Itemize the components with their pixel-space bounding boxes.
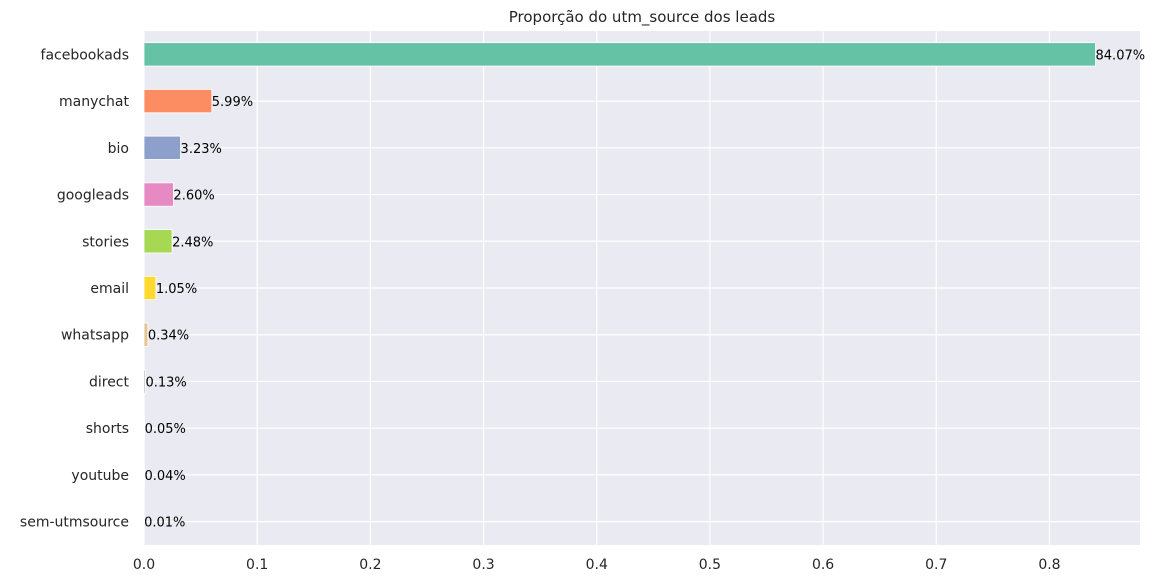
chart-title: Proporção do utm_source dos leads — [509, 8, 776, 27]
x-tick-label: 0.5 — [699, 557, 721, 573]
bar-data-label: 0.34% — [148, 329, 189, 344]
x-tick-label: 0.8 — [1038, 557, 1060, 573]
x-tick-label: 0.2 — [359, 557, 381, 573]
bar-data-label: 0.05% — [145, 422, 186, 437]
y-tick-label: email — [90, 281, 129, 297]
y-tick-label: stories — [82, 234, 129, 250]
bar — [144, 43, 1096, 66]
y-tick-label: whatsapp — [61, 328, 129, 344]
bar — [144, 89, 212, 112]
y-tick-label: googleads — [57, 188, 129, 204]
x-tick-label: 0.3 — [472, 557, 494, 573]
bar — [144, 136, 181, 159]
bar — [144, 276, 156, 299]
bar-data-label: 0.04% — [144, 469, 185, 484]
x-tick-label: 0.7 — [925, 557, 947, 573]
y-tick-label: youtube — [71, 468, 129, 484]
y-tick-label: shorts — [86, 421, 129, 437]
y-tick-labels: facebookads manychat bio googleads stories em… — [20, 47, 130, 530]
y-tick-label: bio — [108, 141, 129, 157]
x-tick-label: 0.0 — [133, 557, 155, 573]
x-tick-label: 0.6 — [812, 557, 834, 573]
bar-data-label: 5.99% — [212, 95, 253, 110]
bar-data-label: 1.05% — [156, 282, 197, 297]
bar-data-label: 0.13% — [145, 375, 186, 390]
x-tick-label: 0.1 — [246, 557, 268, 573]
y-tick-label: facebookads — [41, 47, 129, 63]
y-tick-label: sem-utmsource — [20, 515, 129, 531]
bar — [144, 183, 173, 206]
bar-data-label: 2.48% — [172, 235, 213, 250]
bar — [144, 230, 172, 253]
x-tick-labels: 0.0 0.1 0.2 0.3 0.4 0.5 0.6 0.7 0.8 — [133, 557, 1061, 573]
bar-data-label: 84.07% — [1096, 48, 1146, 63]
x-tick-label: 0.4 — [586, 557, 608, 573]
y-tick-label: manychat — [59, 94, 130, 110]
bar-data-label: 2.60% — [173, 189, 214, 204]
y-tick-label: direct — [89, 374, 130, 390]
bar-data-label: 3.23% — [181, 142, 222, 157]
bar-data-label: 0.01% — [144, 516, 185, 531]
